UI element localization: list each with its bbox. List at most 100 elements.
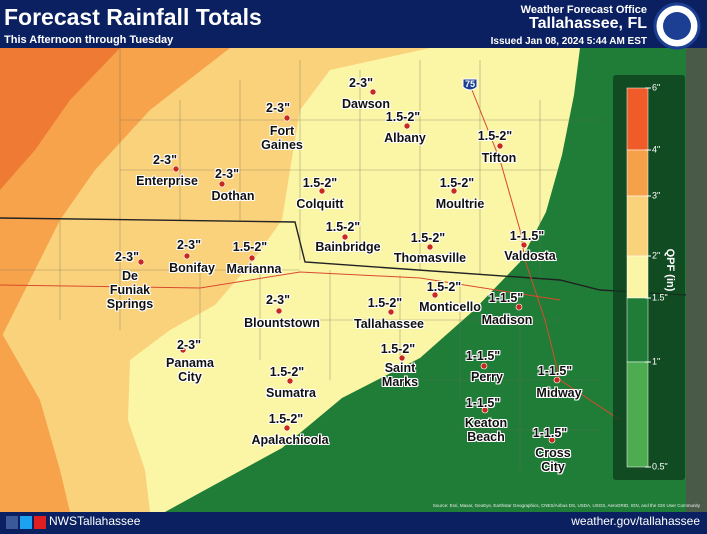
footer-url: weather.gov/tallahassee bbox=[570, 514, 700, 528]
city-dot bbox=[403, 122, 411, 130]
city-dot bbox=[369, 88, 377, 96]
city-dot bbox=[450, 187, 458, 195]
rainfall-amount: 2-3" bbox=[349, 76, 373, 90]
city-name: Enterprise bbox=[136, 174, 198, 188]
legend-label: 6" bbox=[652, 82, 660, 92]
city-dot bbox=[275, 307, 283, 315]
legend-swatch bbox=[626, 255, 649, 299]
rainfall-amount: 1.5-2" bbox=[232, 240, 268, 254]
rainfall-amount: 1.5-2" bbox=[269, 365, 305, 379]
city-name: Bainbridge bbox=[315, 240, 381, 254]
city-dot bbox=[283, 424, 291, 432]
orange-zone bbox=[0, 48, 230, 340]
rainfall-amount: 1.5-2" bbox=[477, 129, 513, 143]
social-handle: NWSTallahassee bbox=[49, 514, 141, 528]
orange-zone bbox=[0, 330, 70, 512]
legend-title: QPF (in) bbox=[664, 249, 676, 292]
city-dot bbox=[318, 187, 326, 195]
twitter-icon bbox=[20, 516, 32, 529]
legend: 6" 4" 3" 2" 1.5" 1" 0.5" QPF (in) bbox=[626, 82, 676, 471]
city-name: Sumatra bbox=[265, 386, 317, 400]
legend-label: 3" bbox=[652, 190, 660, 200]
rainfall-amount: 2-3" bbox=[177, 338, 201, 352]
city-name: Monticello bbox=[419, 300, 481, 314]
rainfall-amount: 1.5-2" bbox=[268, 412, 304, 426]
legend-swatch bbox=[626, 361, 649, 468]
city-dot bbox=[218, 180, 226, 188]
rainfall-amount: 1-1.5" bbox=[537, 364, 573, 378]
source-credit: Source: Esri, Maxar, GeoEye, Earthstar G… bbox=[433, 503, 701, 508]
city-name: Colquitt bbox=[296, 197, 344, 211]
city-dot bbox=[431, 291, 439, 299]
city-dot bbox=[520, 241, 528, 249]
highway-shield bbox=[462, 78, 478, 91]
city-dot bbox=[179, 346, 187, 354]
rainfall-amount: 1.5-2" bbox=[302, 176, 338, 190]
rainfall-amount: 1-1.5" bbox=[465, 349, 501, 363]
rainfall-amount: 1-1.5" bbox=[532, 426, 568, 440]
rainfall-amount: 2-3" bbox=[177, 238, 201, 252]
rainfall-amount: 2-3" bbox=[266, 101, 290, 115]
county-lines bbox=[0, 48, 600, 470]
city-name: Tifton bbox=[481, 151, 517, 165]
rainfall-amount: 1-1.5" bbox=[465, 396, 501, 410]
rainfall-amount: 1.5-2" bbox=[426, 280, 462, 294]
city-name: Moultrie bbox=[435, 197, 485, 211]
legend-label: 0.5" bbox=[652, 461, 668, 471]
rainfall-amount: 2-3" bbox=[215, 167, 239, 181]
rainfall-amount: 1.5-2" bbox=[325, 220, 361, 234]
light-orange-zone bbox=[0, 48, 430, 512]
city-name: Midway bbox=[536, 386, 582, 400]
city-name: Dawson bbox=[342, 97, 390, 111]
legend-swatch bbox=[626, 195, 649, 257]
rainfall-amount: 1.5-2" bbox=[385, 110, 421, 124]
office: Weather Forecast Office bbox=[520, 4, 647, 16]
city-name: Marianna bbox=[226, 262, 282, 276]
satellite-edge bbox=[686, 48, 707, 512]
rainfall-amount: 2-3" bbox=[115, 250, 139, 264]
city-dot bbox=[341, 233, 349, 241]
legend-label: 1" bbox=[652, 356, 660, 366]
youtube-icon bbox=[34, 516, 46, 529]
legend-swatch bbox=[626, 297, 649, 363]
rainfall-amount: 1-1.5" bbox=[488, 291, 524, 305]
legend-swatch bbox=[626, 87, 649, 151]
city-name: Cross City bbox=[535, 446, 571, 474]
issued: Issued Jan 08, 2024 5:44 AM EST bbox=[490, 36, 647, 47]
city-name: Panama City bbox=[166, 356, 214, 384]
city-name: Bonifay bbox=[169, 261, 215, 275]
city-dots bbox=[137, 88, 561, 444]
city-name: Saint Marks bbox=[381, 361, 419, 389]
city-name: Keaton Beach bbox=[464, 416, 508, 444]
city-dot bbox=[515, 303, 523, 311]
rainfall-amount: 1.5-2" bbox=[367, 296, 403, 310]
city-dot bbox=[553, 376, 561, 384]
city-dot bbox=[548, 436, 556, 444]
rainfall-amount: 2-3" bbox=[153, 153, 177, 167]
location: Tallahassee, FL bbox=[529, 15, 647, 32]
city-name: Dothan bbox=[211, 189, 255, 203]
city-dot bbox=[496, 142, 504, 150]
legend-label: 1.5" bbox=[652, 292, 668, 302]
rainfall-amount: 1-1.5" bbox=[509, 229, 545, 243]
city-name: Apalachicola bbox=[251, 433, 329, 447]
rainfall-amount: 2-3" bbox=[266, 293, 290, 307]
highway-label: 75 bbox=[465, 79, 475, 89]
city-name: De Funiak Springs bbox=[106, 269, 154, 311]
city-name: Madison bbox=[481, 313, 533, 327]
city-dot bbox=[137, 258, 145, 266]
city-name: Albany bbox=[384, 131, 426, 145]
legend-swatch bbox=[626, 149, 649, 197]
city-name: Valdosta bbox=[504, 249, 556, 263]
city-dot bbox=[248, 254, 256, 262]
city-name: Fort Gaines bbox=[261, 124, 303, 152]
city-name: Tallahassee bbox=[354, 317, 424, 331]
city-name: Thomasville bbox=[393, 251, 467, 265]
city-dot bbox=[387, 308, 395, 316]
legend-label: 2" bbox=[652, 250, 660, 260]
interstate bbox=[0, 271, 561, 301]
city-dot bbox=[183, 252, 191, 260]
city-name: Perry bbox=[471, 370, 503, 384]
facebook-icon bbox=[6, 516, 18, 529]
city-dot bbox=[172, 165, 180, 173]
